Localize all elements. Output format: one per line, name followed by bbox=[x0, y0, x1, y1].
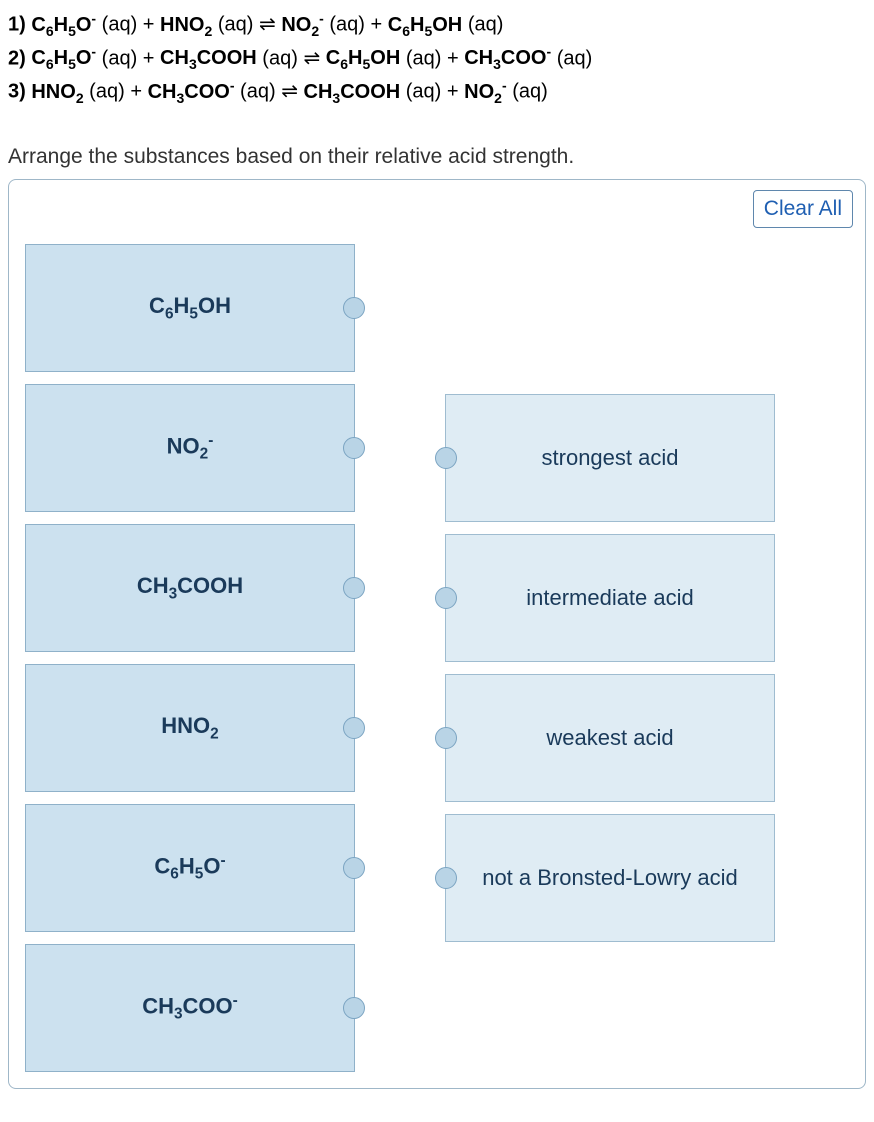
tile-label: HNO2 bbox=[161, 713, 218, 743]
connector-node[interactable] bbox=[435, 867, 457, 889]
connector-node[interactable] bbox=[343, 297, 365, 319]
drop-tile[interactable]: strongest acid bbox=[445, 394, 775, 522]
matching-panel: Clear All C6H5OH NO2- CH3COOH HNO2 C6H5O… bbox=[8, 179, 866, 1089]
drop-tile[interactable]: weakest acid bbox=[445, 674, 775, 802]
connector-node[interactable] bbox=[343, 577, 365, 599]
connector-node[interactable] bbox=[343, 997, 365, 1019]
drag-tile[interactable]: CH3COO- bbox=[25, 944, 355, 1072]
drop-tile[interactable]: intermediate acid bbox=[445, 534, 775, 662]
drag-tile[interactable]: CH3COOH bbox=[25, 524, 355, 652]
connector-node[interactable] bbox=[343, 717, 365, 739]
drag-tile[interactable]: C6H5O- bbox=[25, 804, 355, 932]
drag-tile[interactable]: NO2- bbox=[25, 384, 355, 512]
tile-label: not a Bronsted-Lowry acid bbox=[482, 865, 738, 891]
right-column: strongest acid intermediate acid weakest… bbox=[445, 394, 775, 1072]
tile-label: CH3COOH bbox=[137, 573, 243, 603]
connector-node[interactable] bbox=[343, 857, 365, 879]
equation-row: 3) HNO2 (aq) + CH3COO- (aq) ⇌ CH3COOH (a… bbox=[8, 75, 866, 109]
left-column: C6H5OH NO2- CH3COOH HNO2 C6H5O- CH3COO- bbox=[25, 244, 355, 1072]
tile-label: intermediate acid bbox=[526, 585, 694, 611]
equations-block: 1) C6H5O- (aq) + HNO2 (aq) ⇌ NO2- (aq) +… bbox=[8, 8, 866, 109]
equation-row: 1) C6H5O- (aq) + HNO2 (aq) ⇌ NO2- (aq) +… bbox=[8, 8, 866, 42]
drag-tile[interactable]: C6H5OH bbox=[25, 244, 355, 372]
instruction-text: Arrange the substances based on their re… bbox=[8, 145, 866, 169]
drag-tile[interactable]: HNO2 bbox=[25, 664, 355, 792]
tile-label: C6H5OH bbox=[149, 293, 231, 323]
tile-label: strongest acid bbox=[542, 445, 679, 471]
tile-label: weakest acid bbox=[546, 725, 673, 751]
connector-node[interactable] bbox=[435, 727, 457, 749]
connector-node[interactable] bbox=[343, 437, 365, 459]
tile-label: C6H5O- bbox=[154, 852, 225, 884]
drop-tile[interactable]: not a Bronsted-Lowry acid bbox=[445, 814, 775, 942]
clear-all-button[interactable]: Clear All bbox=[753, 190, 853, 228]
tile-label: CH3COO- bbox=[142, 992, 238, 1024]
equation-row: 2) C6H5O- (aq) + CH3COOH (aq) ⇌ C6H5OH (… bbox=[8, 42, 866, 76]
tile-label: NO2- bbox=[167, 432, 214, 464]
connector-node[interactable] bbox=[435, 587, 457, 609]
connector-node[interactable] bbox=[435, 447, 457, 469]
